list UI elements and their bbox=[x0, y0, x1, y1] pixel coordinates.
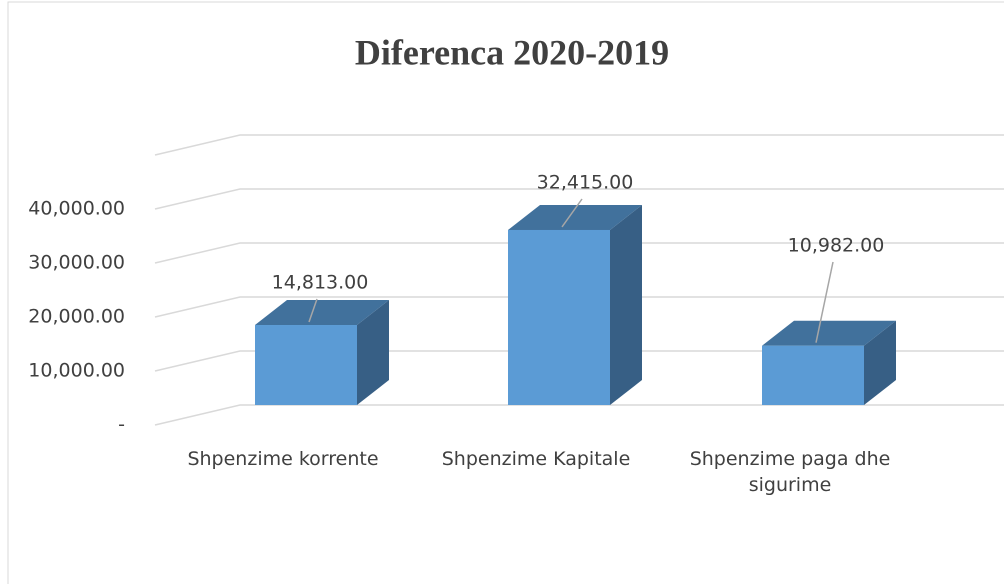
bar-top bbox=[762, 320, 896, 346]
data-label: 32,415.00 bbox=[537, 172, 634, 194]
data-label: 14,813.00 bbox=[272, 272, 369, 294]
y-tick-label: 10,000.00 bbox=[28, 360, 125, 382]
bar-side bbox=[610, 204, 642, 405]
bar bbox=[508, 229, 610, 405]
x-tick-label: Shpenzime paga dhe sigurime bbox=[689, 448, 891, 496]
bar-top bbox=[255, 300, 389, 326]
data-label: 10,982.00 bbox=[788, 235, 885, 257]
grid-line bbox=[154, 404, 1004, 426]
bar-side bbox=[864, 320, 896, 405]
grid-line bbox=[154, 350, 1004, 372]
leader-line bbox=[561, 198, 583, 228]
chart-title: Diferenca 2020-2019 bbox=[355, 32, 669, 72]
bar bbox=[255, 325, 357, 405]
grid-line bbox=[154, 134, 1004, 156]
y-tick-label: 40,000.00 bbox=[28, 198, 125, 220]
leader-line bbox=[308, 298, 318, 323]
grid-line bbox=[154, 296, 1004, 318]
bar-top bbox=[508, 204, 642, 230]
leader-line bbox=[815, 261, 834, 343]
y-tick-label: 20,000.00 bbox=[28, 306, 125, 328]
y-tick-label: - bbox=[118, 414, 125, 436]
x-tick-label: Shpenzime Kapitale bbox=[441, 448, 631, 470]
y-tick-label: 30,000.00 bbox=[28, 252, 125, 274]
grid-line bbox=[154, 188, 1004, 210]
bar-side bbox=[357, 300, 389, 405]
grid-line bbox=[154, 242, 1004, 264]
x-tick-label: Shpenzime korrente bbox=[187, 448, 379, 470]
chart-border bbox=[7, 1, 1004, 584]
bar bbox=[762, 345, 864, 405]
